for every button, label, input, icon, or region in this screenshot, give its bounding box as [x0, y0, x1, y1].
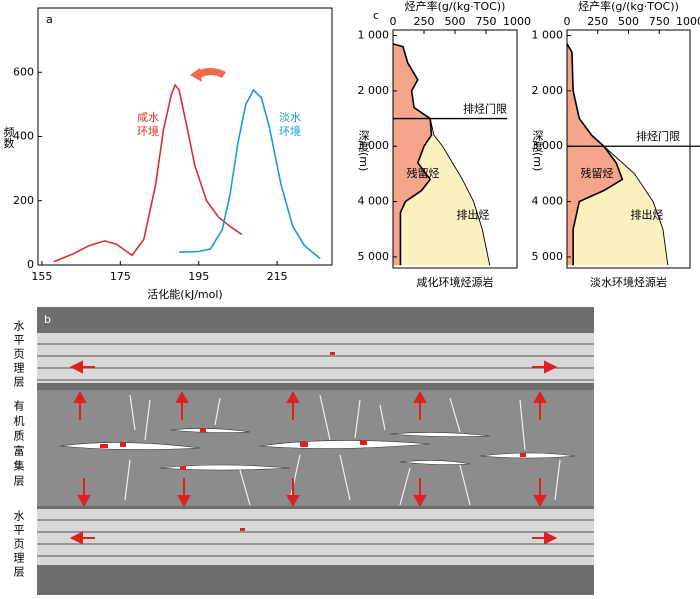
caption: 淡水环境烃源岩	[590, 275, 667, 289]
area-boundary	[392, 43, 433, 266]
layer-label: 水平页理层	[12, 320, 25, 390]
x-tick-label: 500	[445, 15, 466, 28]
panel-label: b	[44, 313, 51, 326]
x-tick-label: 1000	[503, 15, 531, 28]
x-tick-label: 0	[390, 15, 397, 28]
area-boundary	[429, 118, 491, 266]
panel-label: c	[373, 9, 379, 22]
series-label: 咸水环境	[137, 111, 159, 138]
y-axis-label: 频数	[2, 125, 15, 149]
x-tick-label: 195	[188, 270, 209, 283]
area-boundary	[566, 43, 624, 266]
y-axis-label: 深度(m)	[531, 130, 544, 172]
x-tick-label: 175	[110, 270, 131, 283]
area-label: 残留烃	[407, 166, 440, 180]
y-tick-label: 3 000	[358, 139, 390, 152]
y-tick-label: 3 000	[532, 139, 564, 152]
area-label: 残留烃	[581, 166, 614, 180]
x-tick-label: 155	[31, 270, 52, 283]
y-tick-label: 1 000	[532, 29, 564, 42]
area-label: 排出烃	[457, 207, 490, 221]
y-tick-label: 4 000	[358, 195, 390, 208]
x-axis-label: 活化能(kJ/mol)	[147, 287, 222, 301]
x-tick-label: 0	[564, 15, 571, 28]
shift-arrow	[190, 68, 226, 82]
x-axis-label: 烃产率(g/(kg·TOC))	[405, 0, 506, 13]
y-tick-label: 600	[13, 65, 34, 78]
y-axis-label: 深度(m)	[357, 130, 370, 172]
y-tick-label: 0	[27, 258, 34, 271]
x-tick-label: 250	[414, 15, 435, 28]
x-tick-label: 250	[587, 15, 608, 28]
x-tick-label: 500	[618, 15, 639, 28]
area	[393, 43, 432, 266]
y-tick-label: 5 000	[358, 250, 390, 263]
y-tick-label: 5 000	[532, 250, 564, 263]
x-axis-label: 烃产率(g/(kg·TOC))	[578, 0, 679, 13]
y-tick-label: 400	[13, 130, 34, 143]
caption: 咸化环境烃源岩	[417, 275, 494, 289]
layer-label: 有机质富集层	[12, 399, 25, 490]
x-tick-label: 750	[649, 15, 670, 28]
x-tick-label: 1000	[676, 15, 700, 28]
y-tick-label: 1 000	[358, 29, 390, 42]
series-label: 淡水环境	[279, 111, 301, 138]
panel-label: a	[46, 13, 53, 26]
x-tick-label: 215	[267, 270, 288, 283]
layer-label: 水平页理层	[12, 510, 25, 580]
x-tick-label: 750	[476, 15, 497, 28]
y-tick-label: 4 000	[532, 195, 564, 208]
y-tick-label: 2 000	[358, 84, 390, 97]
area-boundary	[603, 145, 669, 266]
line-series	[179, 88, 321, 260]
area	[567, 43, 623, 266]
area-label: 排出烃	[631, 207, 664, 221]
y-tick-label: 200	[13, 194, 34, 207]
y-tick-label: 2 000	[532, 84, 564, 97]
line-series	[53, 83, 243, 263]
diagram-b: b	[37, 307, 594, 595]
threshold-label: 排烃门限	[636, 129, 680, 143]
threshold-label: 排烃门限	[463, 102, 507, 116]
